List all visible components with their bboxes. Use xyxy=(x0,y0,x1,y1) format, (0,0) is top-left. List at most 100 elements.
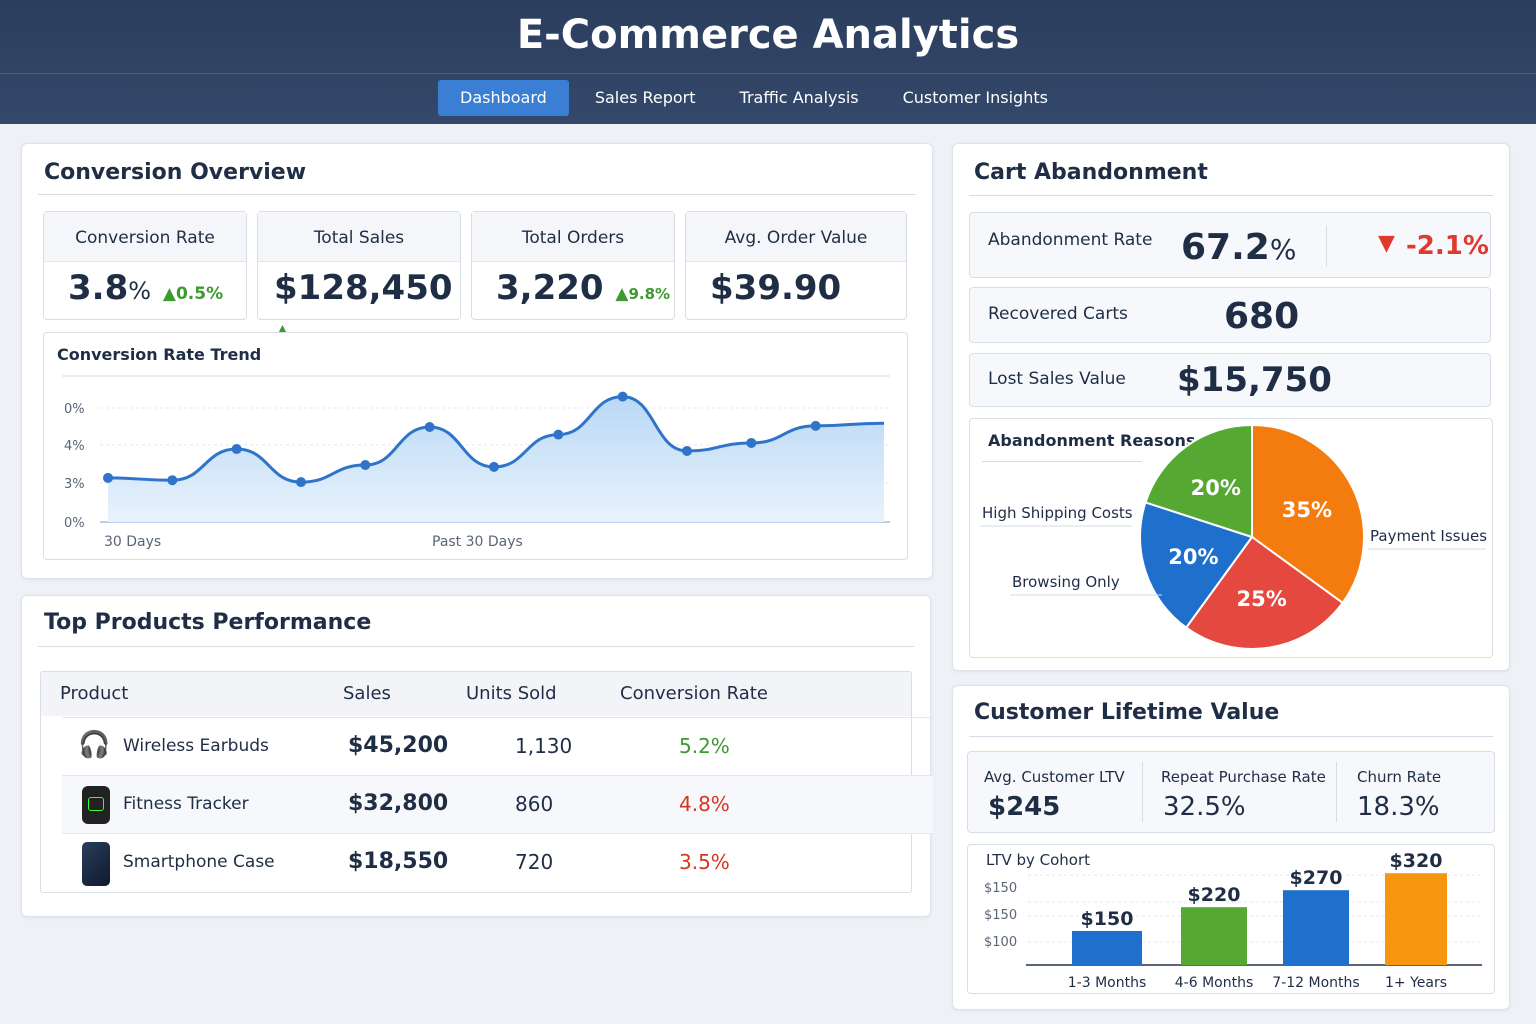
data-point xyxy=(810,420,821,431)
metric-value: $15,750 xyxy=(1177,360,1332,400)
top-products-card: Top Products Performance Product Sales U… xyxy=(21,595,933,917)
divider xyxy=(0,73,1536,74)
metric-label: Abandonment Rate xyxy=(988,230,1153,250)
pie-slice xyxy=(1184,535,1345,650)
slice-label: 20% xyxy=(1168,545,1218,569)
conversion-overview-card: Conversion Overview Conversion Rate 3.8%… xyxy=(21,143,933,579)
trend-up-icon: ▲ xyxy=(162,284,176,304)
trend-down-icon: ▼ xyxy=(1378,231,1395,256)
data-point xyxy=(167,475,178,486)
ltv-metrics: Avg. Customer LTV $245 Repeat Purchase R… xyxy=(967,751,1495,833)
kpi-value: 3.8 xyxy=(68,268,129,308)
recovered-carts-box: Recovered Carts 680 xyxy=(969,287,1491,343)
kpi-avg-order-value: Avg. Order Value $39.90 xyxy=(685,211,907,320)
data-point xyxy=(617,391,628,402)
product-units: 720 xyxy=(515,850,554,874)
phone-case-icon xyxy=(82,842,110,886)
kpi-change: 0.5% xyxy=(175,284,224,304)
chart-title: Conversion Rate Trend xyxy=(57,345,262,364)
header: E-Commerce Analytics Dashboard Sales Rep… xyxy=(0,0,1536,124)
data-point xyxy=(231,444,242,455)
data-point xyxy=(360,460,371,470)
bar xyxy=(1283,890,1349,965)
bar-value-label: $220 xyxy=(1188,884,1241,906)
product-sales: $32,800 xyxy=(348,791,449,816)
legend-label: Browsing Only xyxy=(1012,573,1120,591)
customer-ltv-card: Customer Lifetime Value Avg. Customer LT… xyxy=(952,685,1510,1010)
kpi-unit: % xyxy=(128,277,152,305)
area-fill xyxy=(108,396,884,522)
pie-slice xyxy=(1139,501,1254,630)
pie-slice xyxy=(1144,423,1253,539)
bar-value-label: $320 xyxy=(1390,850,1443,872)
kpi-label: Conversion Rate xyxy=(44,212,246,262)
card-title: Customer Lifetime Value xyxy=(974,700,1280,725)
chart-title: Abandonment Reasons xyxy=(988,431,1196,450)
product-conversion-rate: 3.5% xyxy=(679,850,730,874)
table-row[interactable]: Fitness Tracker $32,800 860 4.8% xyxy=(62,775,933,833)
y-tick-label: 0% xyxy=(64,516,85,531)
x-tick-label: 30 Days xyxy=(104,534,161,550)
product-units: 1,130 xyxy=(515,734,573,758)
abandonment-reasons-panel: Abandonment Reasons 35% 25% 20% 20% High Shi… xyxy=(969,418,1493,658)
data-point xyxy=(746,437,757,448)
column-header: Units Sold xyxy=(466,683,557,704)
pie-slice xyxy=(1251,423,1365,605)
y-tick-label: 3% xyxy=(64,477,85,492)
kpi-value: $39.90 xyxy=(710,268,842,308)
kpi-conversion-rate: Conversion Rate 3.8% ▲0.5% xyxy=(43,211,247,320)
kpi-label: Avg. Order Value xyxy=(686,212,906,262)
bar xyxy=(1072,931,1142,965)
tab-customer-insights[interactable]: Customer Insights xyxy=(902,88,1048,107)
column-header: Sales xyxy=(343,683,391,704)
product-units: 860 xyxy=(515,792,554,816)
tab-traffic-analysis[interactable]: Traffic Analysis xyxy=(739,88,859,107)
legend-label: Payment Issues xyxy=(1370,527,1487,545)
y-tick-label: $150 xyxy=(984,908,1017,923)
kpi-label: Total Sales xyxy=(258,212,460,262)
metric-value: 67.2 xyxy=(1181,227,1270,268)
ltv-cohort-panel: LTV by Cohort $150 $150 $100 $150 1-3 Months… xyxy=(967,844,1495,994)
bar-value-label: $270 xyxy=(1290,867,1343,889)
metric-label: Lost Sales Value xyxy=(988,369,1126,389)
card-title: Cart Abandonment xyxy=(974,160,1208,185)
y-tick-label: $100 xyxy=(984,935,1017,950)
tab-dashboard[interactable]: Dashboard xyxy=(438,80,569,116)
data-point xyxy=(489,461,499,472)
y-tick-label: $150 xyxy=(984,881,1017,896)
table-row[interactable]: 🎧 Wireless Earbuds $45,200 1,130 5.2% xyxy=(62,717,933,775)
bar xyxy=(1181,907,1247,965)
table-row[interactable]: Smartphone Case $18,550 720 3.5% xyxy=(62,833,933,891)
y-tick-label: 4% xyxy=(64,439,85,454)
x-tick-label: 1-3 Months xyxy=(1068,975,1147,991)
slice-label: 35% xyxy=(1282,498,1332,522)
bar-value-label: $150 xyxy=(1081,908,1134,930)
product-conversion-rate: 5.2% xyxy=(679,734,730,758)
kpi-total-sales: Total Sales $128,450 ▲ xyxy=(257,211,461,345)
product-conversion-rate: 4.8% xyxy=(679,792,730,816)
data-point xyxy=(682,445,692,456)
data-point xyxy=(424,422,435,432)
tab-sales-report[interactable]: Sales Report xyxy=(594,88,696,107)
metric-value: 18.3% xyxy=(1357,792,1440,822)
fitness-tracker-icon xyxy=(82,786,110,824)
kpi-total-orders: Total Orders 3,220 ▲9.8% xyxy=(471,211,675,320)
legend-label: High Shipping Costs xyxy=(982,504,1133,522)
metric-value: $245 xyxy=(988,792,1061,822)
metric-unit: % xyxy=(1269,233,1297,266)
card-title: Conversion Overview xyxy=(44,160,307,185)
data-point xyxy=(103,472,113,483)
x-tick-label: 7-12 Months xyxy=(1272,975,1359,991)
y-tick-label: 0% xyxy=(64,402,85,417)
product-name: Smartphone Case xyxy=(123,852,275,872)
app-title: E-Commerce Analytics xyxy=(516,12,1020,58)
x-tick-label: 4-6 Months xyxy=(1175,975,1254,991)
kpi-value: $128,450 xyxy=(274,268,453,308)
slice-label: 25% xyxy=(1237,587,1287,611)
metric-label: Repeat Purchase Rate xyxy=(1161,768,1326,786)
product-name: Wireless Earbuds xyxy=(123,736,269,756)
kpi-change: 9.8% xyxy=(628,285,671,303)
kpi-value: 3,220 xyxy=(496,268,604,308)
column-header: Product xyxy=(60,683,129,704)
metric-value: 32.5% xyxy=(1163,792,1246,822)
